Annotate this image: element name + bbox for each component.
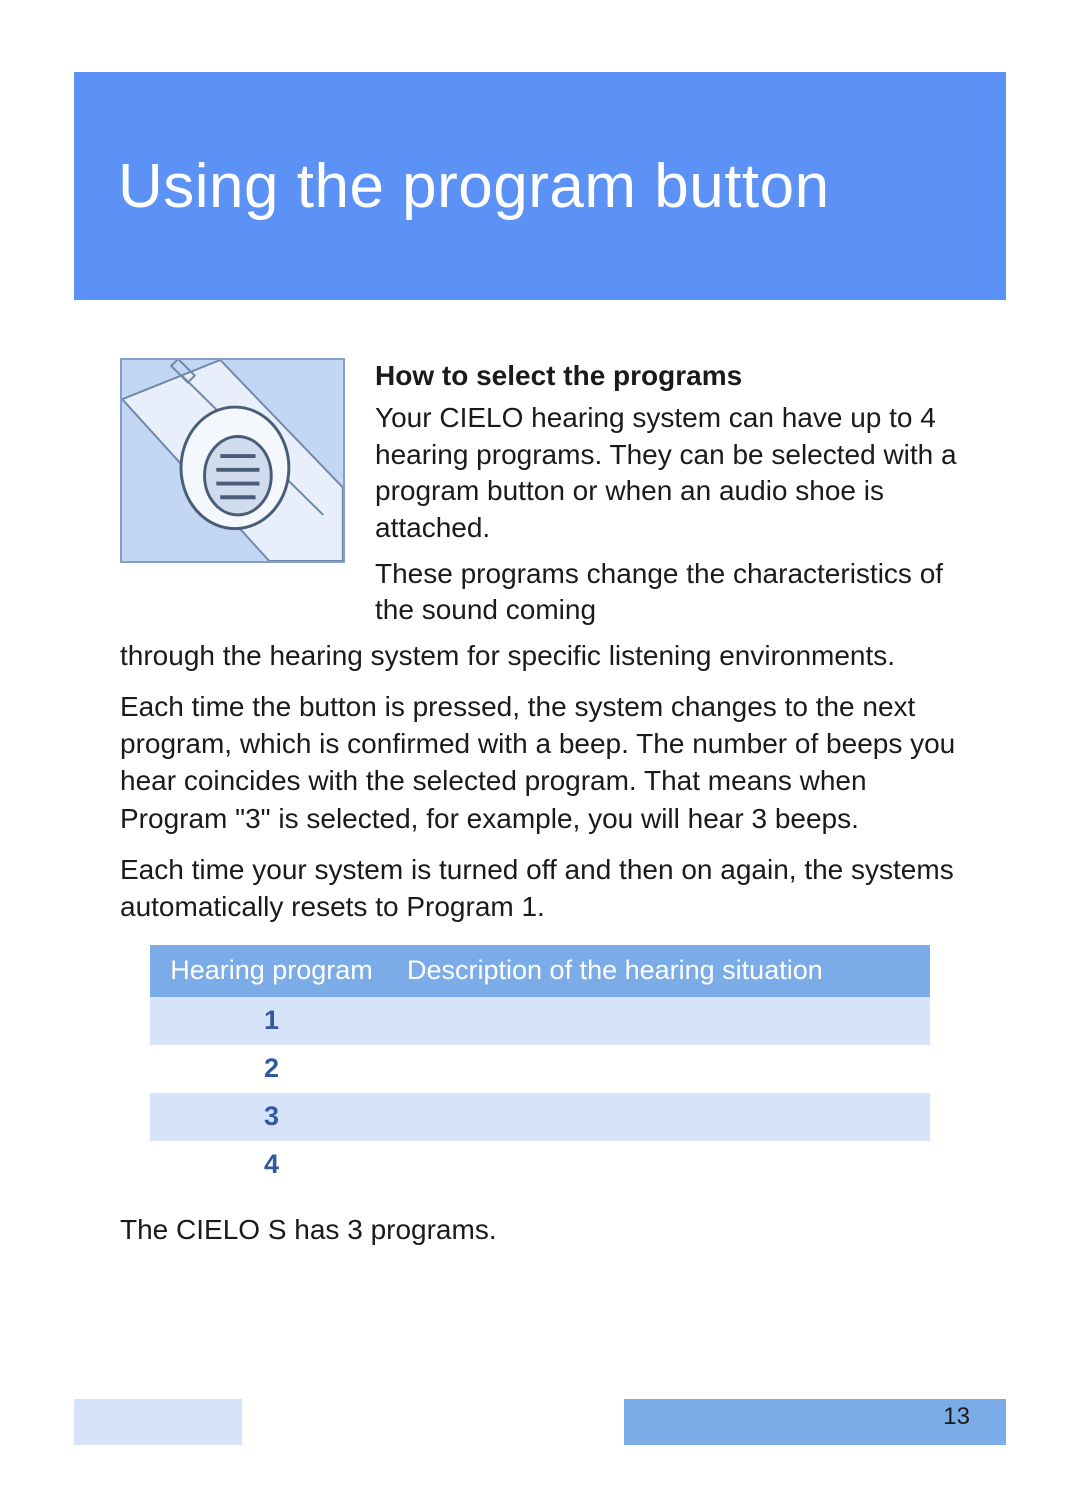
program-number-cell: 2 bbox=[150, 1045, 393, 1093]
table-row: 2 bbox=[150, 1045, 930, 1093]
program-number-cell: 4 bbox=[150, 1141, 393, 1189]
body-text: through the hearing system for specific … bbox=[120, 637, 960, 1248]
program-button-illustration bbox=[120, 358, 345, 563]
table-row: 4 bbox=[150, 1141, 930, 1189]
footer-seg-2 bbox=[242, 1399, 624, 1445]
page-number: 13 bbox=[943, 1403, 970, 1431]
table-header-description: Description of the hearing situation bbox=[393, 945, 930, 997]
footnote: The CIELO S has 3 programs. bbox=[120, 1211, 960, 1248]
program-button-icon bbox=[122, 360, 343, 561]
paragraph-3: Each time the button is pressed, the sys… bbox=[120, 688, 960, 837]
paragraph-1: Your CIELO hearing system can have up to… bbox=[375, 400, 960, 546]
footer-seg-1 bbox=[74, 1399, 242, 1445]
header-band: Using the program button bbox=[74, 72, 1006, 300]
program-description-cell bbox=[393, 1141, 930, 1189]
program-description-cell bbox=[393, 997, 930, 1045]
intro-row: How to select the programs Your CIELO he… bbox=[120, 358, 960, 629]
program-description-cell bbox=[393, 1093, 930, 1141]
table-row: 1 bbox=[150, 997, 930, 1045]
program-number-cell: 1 bbox=[150, 997, 393, 1045]
program-table: Hearing program Description of the heari… bbox=[150, 945, 930, 1189]
page-title: Using the program button bbox=[118, 151, 830, 222]
content-area: How to select the programs Your CIELO he… bbox=[120, 358, 960, 1262]
paragraph-2-lead: These programs change the cha­racteristi… bbox=[375, 556, 960, 629]
footer-bar bbox=[74, 1399, 1006, 1445]
program-number-cell: 3 bbox=[150, 1093, 393, 1141]
paragraph-2-tail: through the hearing system for specific … bbox=[120, 637, 960, 674]
table-row: 3 bbox=[150, 1093, 930, 1141]
program-description-cell bbox=[393, 1045, 930, 1093]
table-body: 1234 bbox=[150, 997, 930, 1189]
table-header-program: Hearing program bbox=[150, 945, 393, 997]
page: Using the program button bbox=[0, 0, 1080, 1491]
section-subhead: How to select the programs bbox=[375, 358, 960, 394]
table-header-row: Hearing program Description of the heari… bbox=[150, 945, 930, 997]
paragraph-4: Each time your system is turned off and … bbox=[120, 851, 960, 925]
intro-text: How to select the programs Your CIELO he… bbox=[375, 358, 960, 629]
